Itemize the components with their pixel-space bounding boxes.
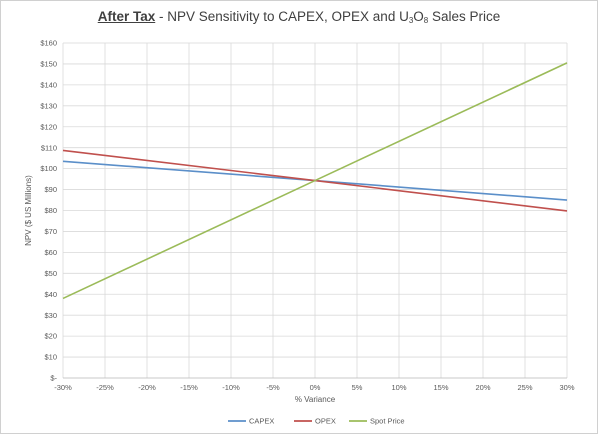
y-tick-label: $130	[40, 101, 57, 110]
x-tick-label: -5%	[266, 383, 280, 392]
chart-title-subscript-3: 3	[408, 16, 414, 25]
legend-label: OPEX	[315, 417, 336, 426]
x-tick-label: 10%	[391, 383, 406, 392]
series-lines	[62, 62, 568, 300]
legend: CAPEX OPEX Spot Price	[228, 417, 405, 426]
chart-title-text: - NPV Sensitivity to CAPEX, OPEX and U	[155, 9, 409, 24]
chart-title-end: Sales Price	[428, 9, 501, 24]
x-tick-label: 15%	[433, 383, 448, 392]
gridlines	[62, 42, 568, 379]
y-tick-label: $60	[44, 248, 57, 257]
y-tick-label: $80	[44, 206, 57, 215]
series-line-spot-price	[62, 62, 568, 300]
x-axis-ticks: -30% -25% -20% -15% -10% -5% 0% 5% 10% 15% 20% 25% 3…	[54, 383, 575, 392]
x-tick-label: -25%	[96, 383, 114, 392]
chart-title-oxygen: O	[413, 9, 424, 24]
y-tick-label: $140	[40, 80, 57, 89]
y-tick-label: $50	[44, 269, 57, 278]
chart-title-subscript-8: 8	[423, 16, 429, 25]
x-tick-label: -30%	[54, 383, 72, 392]
chart-title: After Tax - NPV Sensitivity to CAPEX, OP…	[0, 9, 598, 25]
y-tick-label: $90	[44, 185, 57, 194]
chart-title-emphasis: After Tax	[97, 9, 156, 24]
legend-label: Spot Price	[370, 417, 405, 426]
y-tick-label: $30	[44, 311, 57, 320]
y-tick-label: $40	[44, 290, 57, 299]
x-tick-label: 5%	[352, 383, 363, 392]
y-tick-label: $160	[40, 39, 57, 48]
x-tick-label: 20%	[475, 383, 490, 392]
y-tick-label: $10	[44, 353, 57, 362]
y-axis-ticks: $- $10 $20 $30 $40 $50 $60 $70 $80 $90 $100 $110 $12…	[40, 39, 57, 383]
y-tick-label: $20	[44, 332, 57, 341]
x-tick-label: -10%	[222, 383, 240, 392]
x-tick-label: -20%	[138, 383, 156, 392]
legend-label: CAPEX	[249, 417, 274, 426]
x-tick-label: 0%	[310, 383, 321, 392]
y-tick-label: $150	[40, 60, 57, 69]
y-axis-title: NPV ($ US Millions)	[24, 175, 33, 246]
x-tick-label: 25%	[517, 383, 532, 392]
x-tick-label: -15%	[180, 383, 198, 392]
y-tick-label: $70	[44, 227, 57, 236]
y-tick-label: $120	[40, 122, 57, 131]
y-tick-label: $110	[41, 143, 57, 152]
y-tick-label: $-	[50, 374, 57, 383]
x-axis-title: % Variance	[295, 395, 336, 404]
y-tick-label: $100	[40, 164, 57, 173]
x-tick-label: 30%	[559, 383, 574, 392]
